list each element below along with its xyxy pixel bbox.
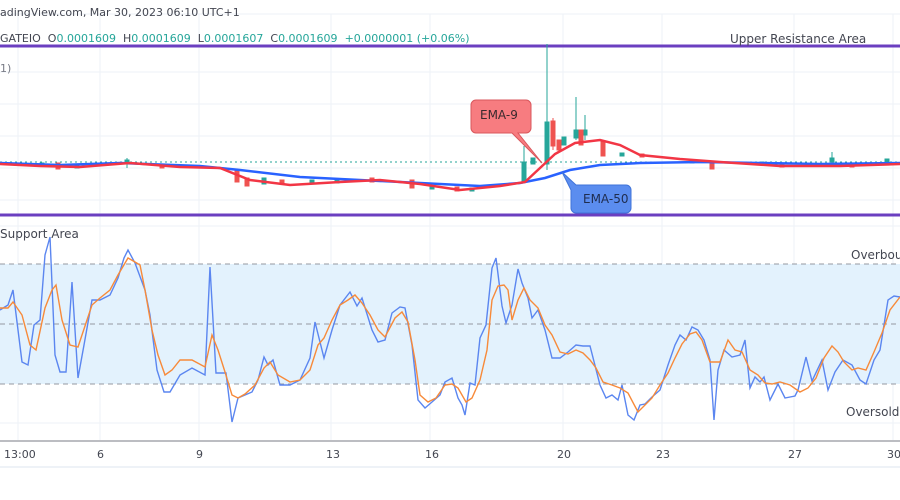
upper-resistance-label: Upper Resistance Area [730,32,867,46]
candles [39,44,890,192]
x-tick: 16 [425,448,439,461]
x-tick: 13:00 [4,448,36,461]
x-tick: 23 [656,448,670,461]
x-tick: 13 [326,448,340,461]
ema9-callout [470,99,543,164]
support-area-label: Support Area [0,227,79,241]
ohlc-legend: GATEIO O0.0001609 H0.0001609 L0.0001607 … [0,32,470,45]
grid-vertical [17,14,894,440]
x-tick: 9 [196,448,203,461]
close-value: 0.0001609 [278,32,338,45]
chart-title: adingView.com, Mar 30, 2023 06:10 UTC+1 [0,6,240,19]
x-tick: 20 [557,448,571,461]
high-value: 0.0001609 [131,32,191,45]
x-tick: 6 [97,448,104,461]
x-tick: 27 [788,448,802,461]
ema9-line [0,138,900,192]
exchange-label: GATEIO [0,32,41,45]
overbought-label: Overbou [851,248,900,262]
low-value: 0.0001607 [203,32,264,45]
oversold-label: Oversold [846,405,900,419]
open-value: 0.0001609 [56,32,116,45]
ema9-label: EMA-9 [480,108,518,122]
ema50-label: EMA-50 [583,192,629,206]
stoch-d-line [0,257,900,414]
change-value: +0.0000001 (+0.06%) [344,32,470,45]
x-tick: 30 [887,448,900,461]
indicator-legend: 1) [0,62,12,75]
ema50-callout [561,171,632,214]
